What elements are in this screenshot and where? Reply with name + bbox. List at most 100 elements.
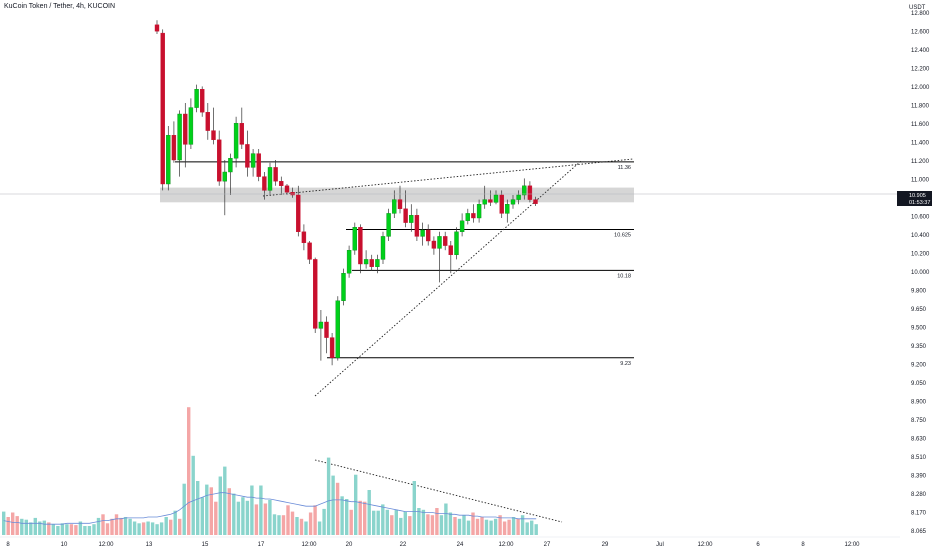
candle	[194, 84, 199, 113]
volume-bar	[453, 517, 457, 535]
candle	[533, 196, 538, 206]
candle	[437, 231, 442, 283]
volume-bar	[60, 523, 65, 535]
volume-bar	[259, 485, 263, 535]
candle	[228, 153, 233, 195]
volume-bar	[236, 501, 241, 535]
candle	[256, 149, 261, 182]
candle	[482, 185, 487, 209]
price-tick-label: 8.170	[911, 511, 927, 517]
volume-bar	[299, 518, 304, 535]
candle	[409, 204, 414, 232]
volume-bar	[381, 504, 385, 535]
candle	[216, 130, 222, 186]
volume-bar	[358, 500, 362, 535]
volume-bar	[534, 524, 538, 535]
price-tick-label: 10.600	[911, 215, 930, 221]
volume-bar	[83, 526, 87, 535]
price-tick-label: 11.800	[911, 104, 930, 110]
volume-bar	[457, 518, 462, 535]
volume-bar	[511, 517, 516, 535]
candle	[510, 195, 516, 209]
candle	[245, 130, 250, 177]
volume-bar	[326, 457, 331, 535]
candle	[171, 121, 177, 163]
volume-bar	[421, 509, 426, 535]
candle	[273, 160, 278, 186]
volume-bar	[150, 522, 155, 535]
chart-title: KuCoin Token / Tether, 4h, KUCOIN	[4, 3, 116, 10]
volume-bar	[286, 505, 290, 535]
price-tick-label: 11.000	[911, 178, 930, 184]
volume-bar	[484, 519, 489, 535]
volume-bar	[317, 521, 322, 535]
candle	[222, 160, 228, 216]
volume-bar	[214, 501, 218, 535]
time-tick-label: 15	[202, 542, 209, 548]
level-label: 11.36	[618, 165, 631, 171]
price-tick-label: 11.400	[911, 141, 930, 147]
price-tick-label: 12.400	[911, 48, 930, 54]
candle	[386, 208, 391, 241]
candle	[403, 190, 408, 228]
volume-bar	[69, 524, 74, 535]
volume-bar	[345, 499, 349, 535]
volume-bar	[493, 518, 498, 535]
candles-layer	[154, 20, 538, 366]
volume-bar	[363, 501, 367, 535]
candle	[341, 268, 346, 306]
volume-bar	[241, 497, 245, 535]
volume-bar	[466, 520, 471, 535]
volume-bar	[38, 521, 42, 535]
volume-bar	[42, 520, 46, 535]
volume-bar	[2, 511, 6, 535]
candle	[522, 178, 527, 200]
volume-ma-line	[3, 492, 537, 525]
candle	[335, 296, 340, 361]
volume-bar	[87, 526, 92, 535]
candle	[414, 208, 420, 241]
candle	[199, 86, 205, 117]
volume-bar	[277, 515, 281, 535]
volume-bar	[475, 518, 480, 535]
volume-bar	[412, 481, 416, 535]
volume-bar	[322, 508, 326, 535]
volume-bar	[51, 524, 55, 535]
volume-bar	[498, 515, 502, 535]
volume-bar	[245, 500, 250, 535]
volume-bar	[159, 522, 164, 535]
candle	[380, 231, 386, 264]
volume-bar	[205, 484, 209, 535]
volume-bars-layer	[2, 407, 538, 535]
time-tick-label: 12:00	[301, 542, 317, 548]
candle	[488, 190, 493, 206]
volume-bar	[313, 505, 317, 535]
volume-bar	[268, 499, 272, 535]
price-tick-label: 11.600	[911, 122, 930, 128]
price-tick-label: 8.630	[911, 437, 927, 443]
time-axis-layer: 8 10 12:00 13 15 17 12:00 20 22 24 12:00 27 29 Jul 12:…	[0, 536, 900, 548]
price-tick-label: 9.050	[911, 381, 927, 387]
volume-bar	[187, 407, 191, 535]
current-price-badge: 10.905 01:53:37	[897, 191, 932, 206]
candle	[233, 116, 239, 168]
price-tick-label: 12.000	[911, 85, 930, 91]
time-tick-label: 6	[756, 542, 760, 548]
volume-bar	[281, 515, 286, 535]
price-unit-label: USDT	[909, 5, 926, 11]
time-tick-label: 29	[602, 542, 609, 548]
price-tick-label: 10.000	[911, 270, 930, 276]
volume-bar	[295, 517, 299, 535]
candle	[267, 162, 273, 195]
volume-bar	[196, 481, 200, 535]
volume-bar	[74, 525, 78, 535]
candle	[363, 250, 369, 269]
volume-bar	[123, 517, 128, 535]
time-tick-label: 8	[6, 542, 10, 548]
candle	[420, 222, 425, 246]
volume-bar	[178, 518, 182, 535]
volume-bar	[272, 514, 277, 535]
volume-bar	[304, 521, 308, 535]
volume-bar	[444, 503, 448, 535]
